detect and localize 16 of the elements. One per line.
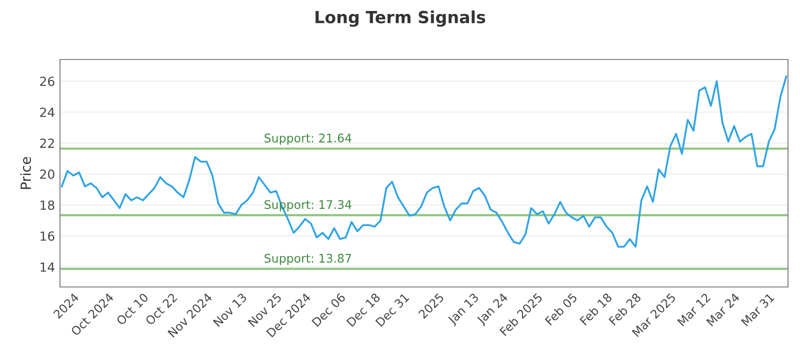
ref-line-label: Support: 13.87 <box>264 254 352 266</box>
y-axis-title: Price <box>20 157 31 189</box>
chart-title: Long Term Signals <box>316 10 486 27</box>
ref-line-label: Support: 21.64 <box>264 134 352 145</box>
y-tick-label: 22 <box>40 138 54 148</box>
x-tick-label: Feb 05 <box>544 292 578 326</box>
y-tick-label: 14 <box>40 262 54 272</box>
x-tick-label: Dec 06 <box>311 292 346 327</box>
y-tick-label: 26 <box>40 76 54 86</box>
y-tick-label: 24 <box>40 108 54 117</box>
x-tick-label: Nov 13 <box>212 292 248 328</box>
y-tick-label: 20 <box>40 169 54 179</box>
x-tick-label: Mar 31 <box>740 292 775 327</box>
y-tick-label: 18 <box>40 200 54 210</box>
y-tick-label: 16 <box>40 231 54 241</box>
line-series <box>60 76 788 248</box>
